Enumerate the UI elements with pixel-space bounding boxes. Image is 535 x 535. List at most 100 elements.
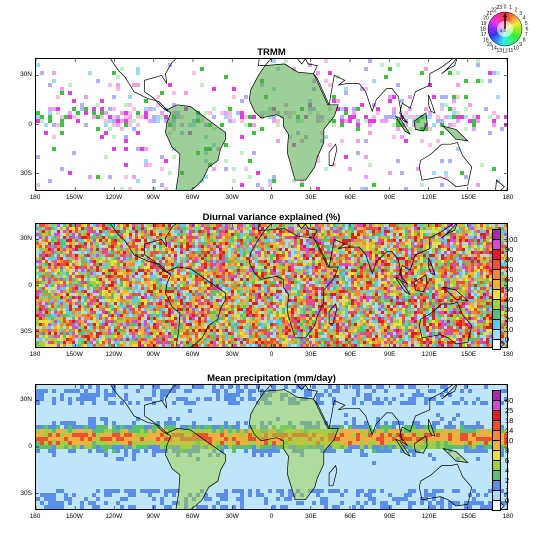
colorbar-label: 20 [505, 315, 514, 324]
trmm-field [36, 59, 507, 190]
y-tick-label: 30N [20, 70, 32, 78]
x-tick-label: 60W [185, 513, 200, 520]
colorbar-swatch [492, 500, 501, 511]
map-precip [35, 384, 508, 510]
wheel-hour-label: 15 [487, 42, 493, 48]
wheel-hour-label: 23 [497, 5, 503, 11]
y-tick-label: 30S [20, 328, 32, 336]
wheel-hour-label: 21 [487, 11, 493, 17]
map-precip-canvas [36, 385, 507, 509]
panel-title-variance: Diurnal variance explained (%) [202, 212, 341, 223]
colorbar-label: 2 [505, 476, 510, 485]
variance-field [36, 224, 507, 347]
colorbar-label: 10 [505, 436, 514, 445]
wheel-hour-label: 12 [502, 49, 508, 55]
x-tick-label: 120E [421, 513, 437, 520]
wheel-hour-label: 3 [519, 11, 522, 17]
map-variance [35, 223, 508, 348]
colorbar-label: 50 [505, 285, 514, 294]
colorbar-swatch [492, 339, 501, 350]
colorbar-label: 10 [505, 325, 514, 334]
wheel-hour-label: 1 [509, 5, 512, 11]
wheel-hour-label: 18 [480, 27, 486, 33]
x-tick-label: 0 [269, 513, 274, 520]
wheel-hour-label: 20 [483, 16, 489, 22]
wheel-hour-label: 7 [525, 32, 528, 38]
x-tick-label: 120W [105, 513, 123, 520]
x-tick-label: 120W [105, 351, 123, 358]
y-tick-label: 0 [28, 120, 32, 128]
x-tick-label: 150W [65, 194, 83, 201]
coastline-precip [36, 385, 507, 509]
colorbar-label: 60 [505, 275, 514, 284]
wheel-center-label: 0.3 [500, 28, 506, 33]
map-variance-canvas [36, 224, 507, 347]
x-tick-label: 150E [460, 513, 477, 520]
wheel-hour-label: 9 [519, 42, 522, 48]
x-tick-label: 60E [344, 513, 357, 520]
x-tick-label: 30E [305, 351, 317, 358]
wheel-hour-label: 17 [481, 32, 487, 38]
x-tick-label: 180 [29, 351, 41, 358]
x-tick-label: 30E [305, 513, 317, 520]
x-tick-label: 150E [460, 351, 477, 358]
x-tick-label: 60W [185, 194, 200, 201]
wheel-hour-label: 14 [491, 46, 497, 52]
wheel-hour-label: 5 [525, 21, 528, 27]
x-tick-label: 30W [225, 513, 239, 520]
x-tick-label: 30W [225, 351, 239, 358]
precip-field [36, 385, 507, 509]
x-tick-label: 150W [65, 513, 83, 520]
y-tick-label: 0 [28, 281, 32, 289]
wheel-hour-label: 4 [523, 16, 526, 22]
x-tick-label: 60E [344, 194, 357, 201]
x-tick-label: 90W [146, 513, 160, 520]
wheel-hour-label: 22 [491, 7, 497, 13]
colorbar-label: 70 [505, 265, 514, 274]
x-tick-label: 30E [305, 194, 317, 201]
coastline-trmm [36, 59, 507, 190]
x-tick-label: 120W [105, 194, 123, 201]
x-tick-label: 90W [146, 194, 160, 201]
wheel-hour-label: 8 [523, 38, 526, 44]
colorbar-label: 14 [505, 426, 514, 435]
y-tick-label: 30N [20, 395, 32, 403]
wheel-hour-label: 6 [526, 27, 529, 33]
x-tick-label: 90E [383, 513, 396, 520]
x-tick-label: 180 [29, 513, 41, 520]
panel-title-precip: Mean precipitation (mm/day) [207, 373, 336, 384]
colorbar-label: 4 [505, 466, 510, 475]
y-tick-label: 30N [20, 234, 32, 242]
map-trmm-canvas [36, 59, 507, 190]
colorbar-label: 40 [505, 295, 514, 304]
colorbar-label: 6 [505, 456, 510, 465]
x-tick-label: 60E [344, 351, 357, 358]
colorbar-label: 100 [505, 235, 518, 244]
wheel-hour-label: 13 [497, 48, 503, 54]
colorbar-label: 0 [505, 496, 510, 505]
wheel-hour-label: 11 [508, 48, 513, 54]
x-tick-label: 120E [421, 351, 437, 358]
colorbar-label: 8 [505, 446, 510, 455]
colorbar-label: 25 [505, 406, 514, 415]
x-tick-label: 0 [269, 351, 274, 358]
colorbar-label: 18 [505, 416, 514, 425]
wheel-hour-label: 10 [513, 46, 519, 52]
colorbar-label: 30 [505, 305, 514, 314]
colorbar-label: 90 [505, 245, 514, 254]
map-trmm [35, 58, 508, 191]
wheel-hour-label: 0 [504, 5, 507, 11]
x-tick-label: 150W [65, 351, 83, 358]
colorbar-label: 0 [505, 335, 510, 344]
colorbar-label: 1 [505, 486, 510, 495]
y-tick-label: 30S [20, 170, 32, 178]
y-tick-label: 0 [28, 443, 32, 450]
x-tick-label: 90E [383, 351, 396, 358]
x-tick-label: 60W [185, 351, 200, 358]
panel-title-trmm: TRMM [257, 47, 286, 58]
x-tick-label: 180 [29, 194, 41, 201]
x-tick-label: 180 [502, 194, 514, 201]
x-tick-label: 180 [502, 513, 514, 520]
x-tick-label: 0 [269, 194, 274, 201]
